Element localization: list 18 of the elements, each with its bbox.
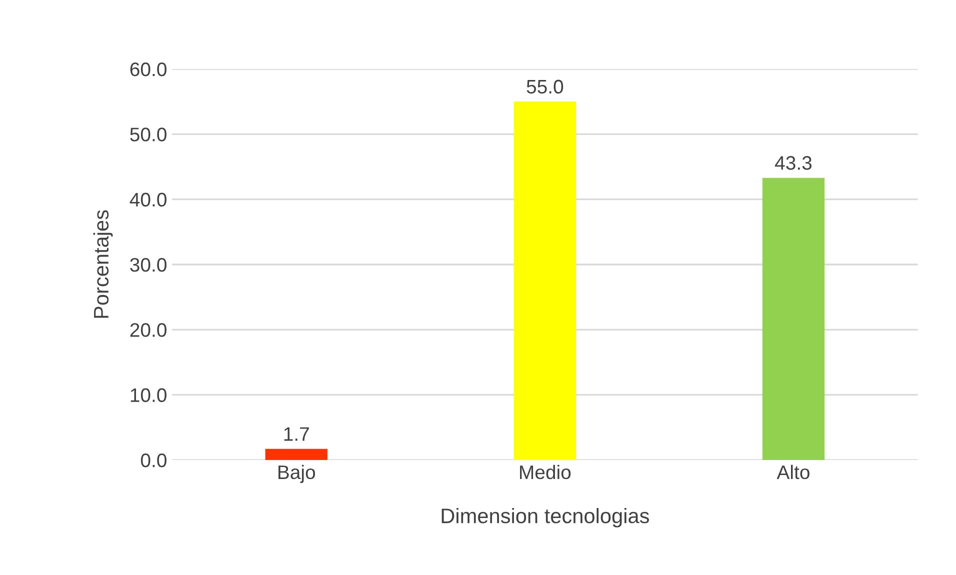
y-tick-label: 0.0 bbox=[140, 453, 166, 468]
x-tick-label: Medio bbox=[520, 464, 571, 480]
data-label: 43.3 bbox=[775, 156, 812, 170]
bar bbox=[265, 448, 328, 460]
y-axis-title: Porcentajes bbox=[93, 210, 113, 318]
y-tick-label: 20.0 bbox=[130, 323, 166, 337]
y-tick-label: 40.0 bbox=[130, 192, 166, 207]
y-tick-label: 50.0 bbox=[130, 128, 166, 142]
y-tick-label: 60.0 bbox=[130, 62, 166, 76]
x-axis-title: Dimension tecnologias bbox=[442, 508, 649, 528]
data-label: 55.0 bbox=[526, 80, 564, 94]
y-tick-label: 30.0 bbox=[130, 258, 166, 272]
x-tick-label: Alto bbox=[776, 464, 810, 480]
data-label: 1.7 bbox=[284, 427, 309, 441]
bar bbox=[762, 178, 825, 460]
y-tick-label: 10.0 bbox=[130, 388, 166, 402]
bar bbox=[514, 102, 576, 460]
x-tick-label: Bajo bbox=[278, 464, 316, 483]
